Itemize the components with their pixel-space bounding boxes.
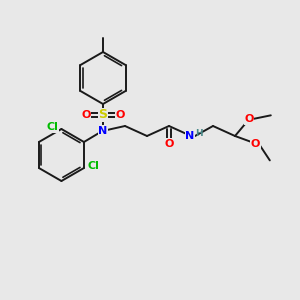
- Text: H: H: [195, 128, 202, 137]
- Text: O: O: [244, 114, 254, 124]
- Text: O: O: [164, 139, 174, 149]
- Text: N: N: [98, 126, 108, 136]
- Text: O: O: [251, 139, 260, 148]
- Text: N: N: [185, 131, 195, 141]
- Text: O: O: [115, 110, 125, 120]
- Text: Cl: Cl: [46, 122, 58, 132]
- Text: Cl: Cl: [87, 161, 99, 171]
- Text: O: O: [81, 110, 91, 120]
- Text: S: S: [98, 109, 107, 122]
